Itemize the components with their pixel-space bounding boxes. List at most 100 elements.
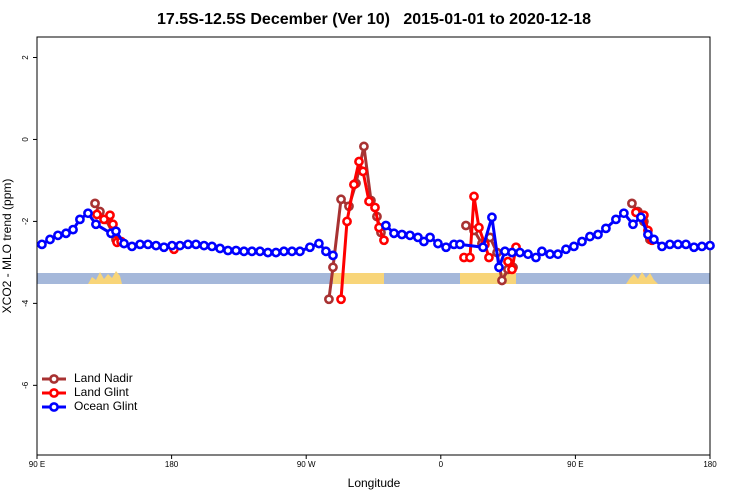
data-point xyxy=(628,219,638,230)
y-tick-label: -2 xyxy=(21,217,30,225)
data-point xyxy=(255,246,265,257)
data-point xyxy=(37,239,47,250)
data-point xyxy=(405,230,415,241)
data-point xyxy=(503,256,513,267)
legend-label: Land Glint xyxy=(74,385,129,399)
data-point xyxy=(336,194,346,205)
data-point xyxy=(342,216,352,227)
data-point xyxy=(324,294,334,305)
y-tick-label: -4 xyxy=(21,299,30,307)
data-point xyxy=(455,239,465,250)
data-point xyxy=(111,226,121,237)
data-point xyxy=(370,202,380,213)
data-point xyxy=(553,249,563,260)
data-point xyxy=(305,242,315,253)
data-point xyxy=(673,239,683,250)
data-point xyxy=(657,241,667,252)
surface-band xyxy=(37,271,710,284)
data-point xyxy=(90,198,100,209)
data-point xyxy=(611,214,621,225)
data-point xyxy=(191,239,201,250)
legend-marker xyxy=(49,388,59,398)
data-point xyxy=(75,214,85,225)
data-point xyxy=(643,229,653,240)
data-point xyxy=(295,246,305,257)
data-point xyxy=(585,231,595,242)
data-point xyxy=(478,242,488,253)
data-point xyxy=(68,224,78,235)
data-point xyxy=(105,210,115,221)
land-band xyxy=(460,273,516,284)
x-axis-label: Longitude xyxy=(348,476,401,490)
land-band xyxy=(88,271,122,284)
data-point xyxy=(425,232,435,243)
data-point xyxy=(45,234,55,245)
data-point xyxy=(433,238,443,249)
data-point xyxy=(53,230,63,241)
data-point xyxy=(697,241,707,252)
data-point xyxy=(536,246,547,257)
data-point xyxy=(358,166,368,177)
data-point xyxy=(507,247,517,258)
data-point xyxy=(135,239,145,250)
x-tick-label: 90 W xyxy=(297,460,316,469)
data-point xyxy=(618,208,629,219)
data-point xyxy=(151,240,161,251)
data-point xyxy=(569,241,579,252)
y-tick-label: 0 xyxy=(21,137,30,142)
data-point xyxy=(167,240,177,251)
x-tick-label: 90 E xyxy=(567,460,583,469)
data-point xyxy=(497,275,507,286)
data-point xyxy=(83,208,93,219)
y-tick-label: 2 xyxy=(21,55,30,60)
data-point xyxy=(507,264,517,275)
data-point xyxy=(705,240,715,251)
data-point xyxy=(601,223,611,234)
data-point xyxy=(681,239,691,250)
data-point xyxy=(321,246,331,257)
data-point xyxy=(593,229,603,240)
data-point xyxy=(239,246,249,257)
data-point xyxy=(441,242,451,253)
data-point xyxy=(231,245,241,256)
data-point xyxy=(215,243,225,254)
x-tick-label: 90 E xyxy=(29,460,45,469)
data-point xyxy=(381,220,391,231)
data-point xyxy=(314,238,324,249)
data-point xyxy=(523,249,533,260)
land-band xyxy=(333,273,384,284)
data-point xyxy=(389,228,399,239)
data-point xyxy=(689,242,699,253)
data-point xyxy=(487,212,497,223)
data-point xyxy=(279,246,289,257)
data-point xyxy=(119,238,129,249)
plot-area: 90 E 180 90 W 0 90 E 180 2 0 -2 -4 -6 xyxy=(21,55,717,469)
data-point xyxy=(484,252,494,263)
data-point xyxy=(328,250,338,261)
legend-label: Ocean Glint xyxy=(74,399,138,413)
data-point xyxy=(61,228,71,239)
data-point xyxy=(247,246,257,257)
data-point xyxy=(379,235,389,246)
chart-title: 17.5S-12.5S December (Ver 10) 2015-01-01… xyxy=(157,11,591,28)
data-point xyxy=(494,262,504,273)
data-point xyxy=(159,242,169,253)
land-band xyxy=(626,272,658,284)
data-point xyxy=(175,240,185,251)
data-point xyxy=(359,141,369,152)
data-point xyxy=(627,198,637,209)
data-point xyxy=(474,222,484,233)
data-point xyxy=(649,234,659,245)
data-point xyxy=(531,252,541,263)
data-point xyxy=(354,156,364,167)
data-point xyxy=(143,239,153,250)
legend-marker xyxy=(49,402,59,412)
data-point xyxy=(349,179,359,190)
data-point xyxy=(263,247,273,258)
data-point xyxy=(461,220,471,231)
data-point xyxy=(207,241,217,252)
data-point xyxy=(199,240,209,251)
